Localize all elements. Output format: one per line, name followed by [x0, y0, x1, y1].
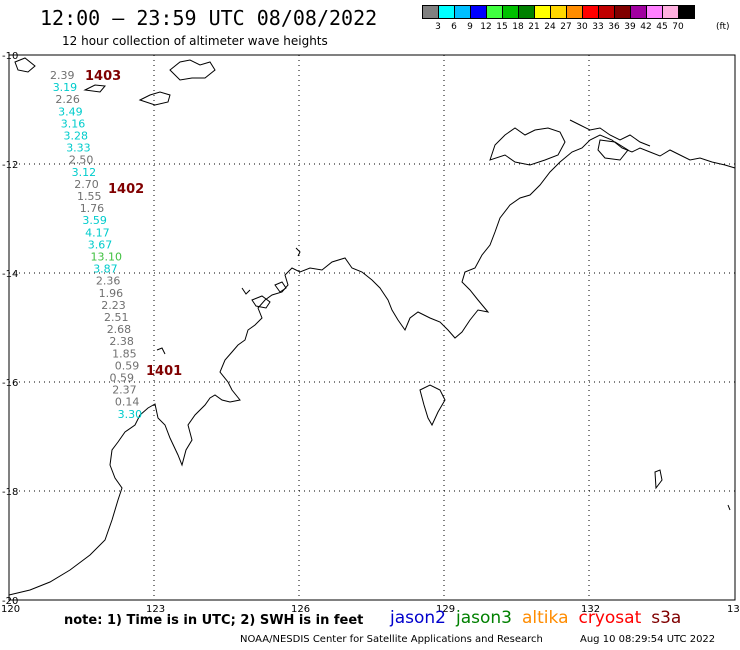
legend-label: 21	[528, 22, 540, 32]
legend-label: 42	[640, 22, 652, 32]
wave-height-value: 3.33	[66, 142, 91, 155]
legend-units: (ft)	[716, 22, 730, 32]
legend-label: 15	[496, 22, 508, 32]
wave-height-value: 3.67	[88, 238, 113, 251]
wave-height-value: 1.96	[99, 287, 124, 300]
legend-label: 24	[544, 22, 556, 32]
wave-height-value: 0.59	[115, 359, 140, 372]
satellite-name: jason2	[390, 608, 446, 628]
lat-label: -16	[2, 378, 18, 389]
legend-label: 3	[435, 22, 441, 32]
pass-label-1403: 1403	[85, 69, 121, 84]
wave-height-value: 13.10	[91, 251, 123, 264]
wave-height-value: 3.28	[64, 130, 89, 143]
pass-label-1401: 1401	[146, 364, 182, 379]
longitude-labels: 120 123 126 129 132 135	[1, 604, 740, 615]
lon-label: 135	[727, 604, 740, 615]
map-subtitle: 12 hour collection of altimeter wave hei…	[62, 34, 328, 48]
grid-lines	[9, 55, 735, 600]
wave-height-value: 1.55	[77, 190, 102, 203]
wave-height-value: 2.39	[50, 69, 75, 82]
wave-height-value: 2.51	[104, 311, 129, 324]
wave-height-value: 2.70	[74, 178, 99, 191]
legend-label: 33	[592, 22, 604, 32]
color-legend-bar	[422, 5, 695, 19]
lat-label: -18	[2, 487, 18, 498]
wave-height-value: 3.12	[72, 166, 97, 179]
wave-height-value: 3.16	[61, 117, 86, 130]
wave-height-value: 2.36	[96, 275, 121, 288]
legend-label: 45	[656, 22, 668, 32]
satellite-legend: jason2 jason3 altika cryosat s3a	[390, 608, 681, 628]
wave-height-value: 0.59	[110, 372, 135, 385]
wave-height-value: 0.14	[115, 396, 139, 409]
satellite-name: cryosat	[578, 608, 642, 628]
wave-height-value: 2.68	[107, 323, 132, 336]
lat-label: -14	[2, 269, 18, 280]
legend-label: 9	[467, 22, 473, 32]
lat-label: -10	[2, 51, 18, 62]
lat-label: -12	[2, 160, 18, 171]
map-title: 12:00 – 23:59 UTC 08/08/2022	[40, 6, 378, 30]
legend-label: 18	[512, 22, 524, 32]
wave-height-value: 3.49	[58, 105, 83, 118]
wave-height-value: 2.23	[101, 299, 126, 312]
latitude-labels: -10 -12 -14 -16 -18 -20	[2, 51, 18, 607]
satellite-name: altika	[522, 608, 569, 628]
color-legend-labels: 3 6 9 12 15 18 21 24 27 30 33 36 39 42 45 70	[422, 22, 686, 32]
coastline	[8, 57, 736, 596]
wave-height-value: 1.76	[80, 202, 105, 215]
satellite-name: s3a	[651, 608, 682, 628]
wave-height-value: 3.87	[93, 263, 118, 276]
footnote: note: 1) Time is in UTC; 2) SWH is in fe…	[64, 613, 364, 628]
timestamp: Aug 10 08:29:54 UTC 2022	[580, 634, 716, 645]
map-frame	[8, 54, 736, 601]
legend-label: 12	[480, 22, 492, 32]
wave-height-value: 2.37	[112, 384, 137, 397]
legend-label: 27	[560, 22, 572, 32]
lon-label: 129	[436, 604, 455, 615]
lon-label: 120	[1, 604, 20, 615]
wave-height-value: 4.17	[85, 226, 110, 239]
wave-height-value: 3.59	[82, 214, 107, 227]
lon-label: 123	[146, 604, 165, 615]
wave-height-value: 2.38	[109, 335, 133, 348]
wave-height-values: 2.393.192.263.493.163.283.332.503.122.70…	[50, 69, 142, 421]
legend-label: 30	[576, 22, 588, 32]
legend-label: 70	[672, 22, 684, 32]
wave-height-value: 2.26	[55, 93, 80, 106]
legend-label: 39	[624, 22, 636, 32]
satellite-name: jason3	[456, 608, 512, 628]
legend-label: 36	[608, 22, 620, 32]
wave-height-value: 2.50	[69, 154, 94, 167]
pass-label-1402: 1402	[108, 182, 144, 197]
lon-label: 126	[291, 604, 310, 615]
wave-height-value: 3.19	[53, 81, 77, 94]
wave-height-value: 3.30	[118, 408, 143, 421]
lat-label: -20	[2, 596, 18, 607]
legend-label: 6	[451, 22, 457, 32]
wave-height-value: 1.85	[112, 347, 137, 360]
credit-text: NOAA/NESDIS Center for Satellite Applica…	[240, 634, 543, 645]
legend-swatch	[678, 5, 695, 19]
lon-label: 132	[581, 604, 600, 615]
